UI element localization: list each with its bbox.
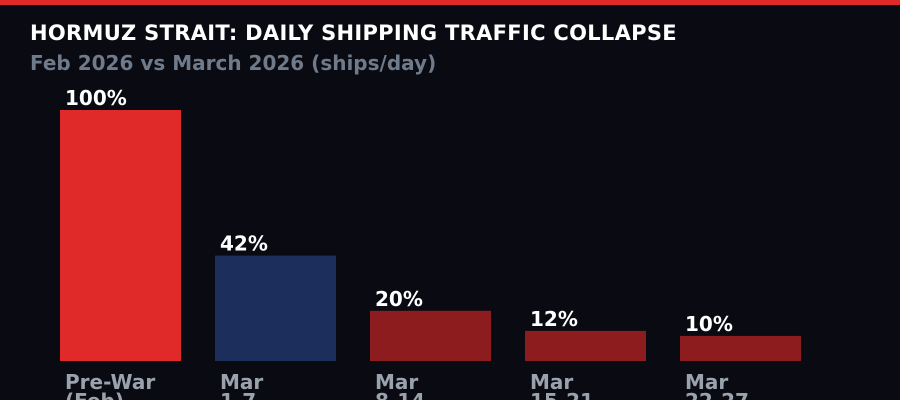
bar-0	[60, 110, 181, 361]
bar-value-label-1: 42%	[220, 232, 268, 256]
category-label-0-0: Pre-War	[65, 370, 155, 394]
bar-4	[680, 335, 801, 361]
bar-value-label-0: 100%	[65, 86, 127, 110]
chart-title: HORMUZ STRAIT: DAILY SHIPPING TRAFFIC CO…	[30, 21, 677, 45]
category-label-4-1: 22-27	[685, 389, 749, 400]
category-label-2-0: Mar	[375, 370, 418, 394]
bar-value-label-2: 20%	[375, 287, 423, 311]
bar-3	[525, 330, 646, 361]
accent-top-bar	[0, 0, 900, 5]
bar-value-label-3: 12%	[530, 307, 578, 331]
category-label-1-1: 1-7	[220, 389, 256, 400]
category-label-3-1: 15-21	[530, 389, 594, 400]
category-label-4-0: Mar	[685, 370, 728, 394]
bar-2	[370, 310, 491, 361]
bar-1	[215, 255, 336, 361]
chart-subtitle: Feb 2026 vs March 2026 (ships/day)	[30, 51, 437, 75]
category-label-0-1: (Feb)	[65, 389, 124, 400]
category-label-2-1: 8-14	[375, 389, 425, 400]
category-label-3-0: Mar	[530, 370, 573, 394]
bar-value-label-4: 10%	[685, 312, 733, 336]
category-label-1-0: Mar	[220, 370, 263, 394]
